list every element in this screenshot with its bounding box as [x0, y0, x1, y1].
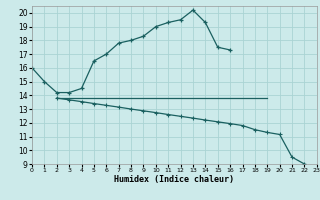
X-axis label: Humidex (Indice chaleur): Humidex (Indice chaleur) [115, 175, 234, 184]
